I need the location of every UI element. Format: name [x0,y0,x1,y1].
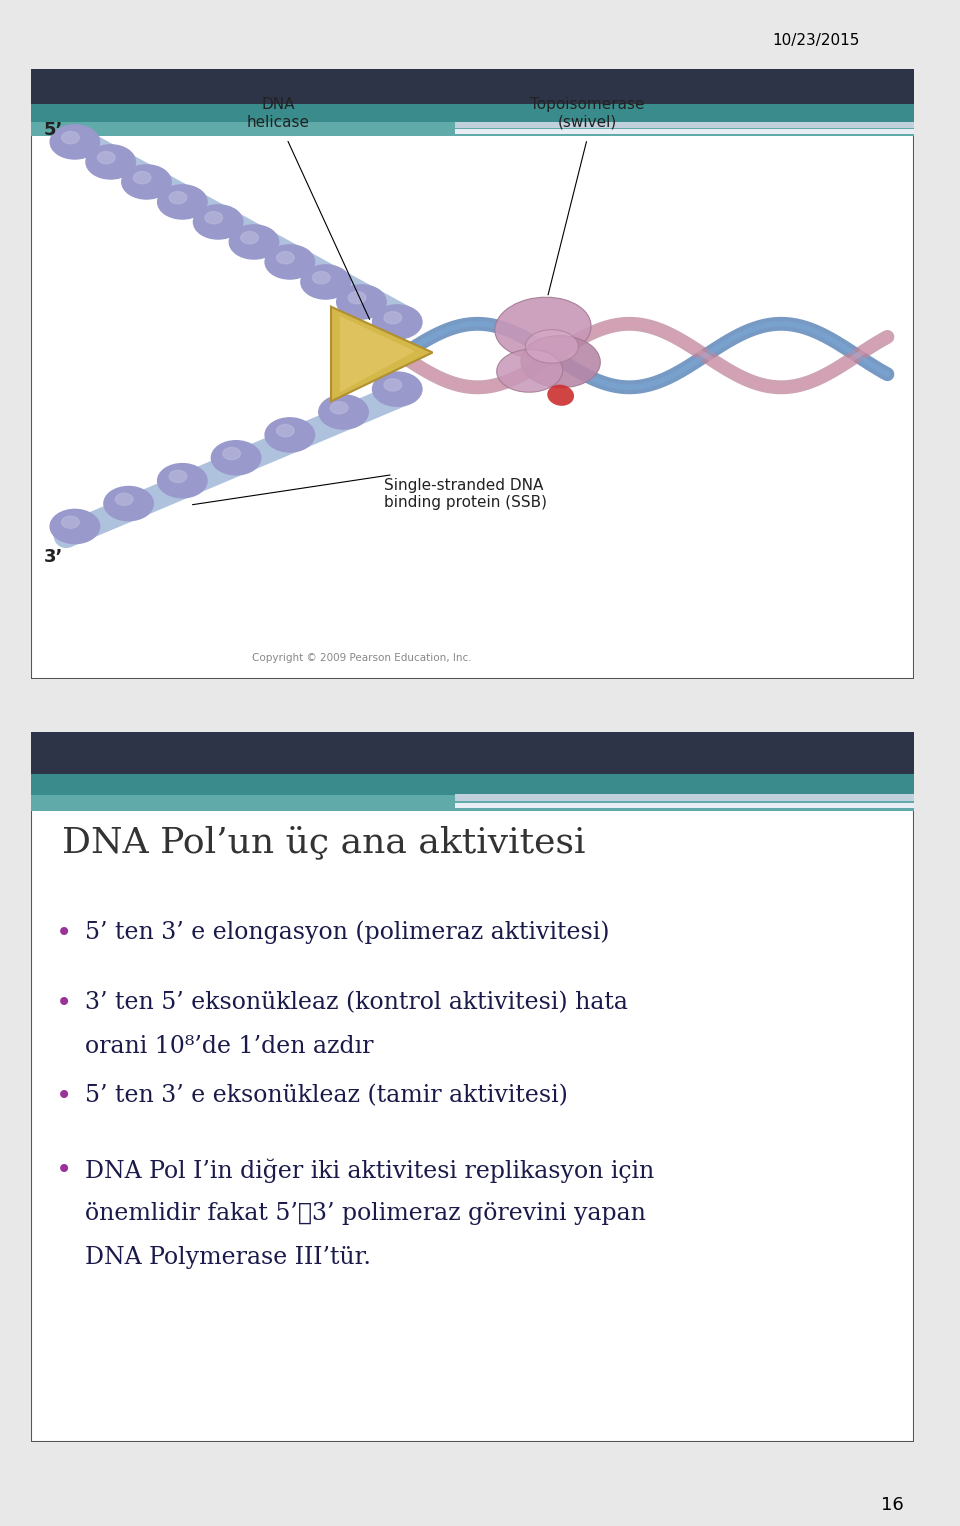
Circle shape [115,493,133,505]
Text: 10/23/2015: 10/23/2015 [772,32,859,47]
Circle shape [348,291,366,304]
Circle shape [133,171,151,183]
FancyBboxPatch shape [31,795,914,810]
Ellipse shape [521,336,600,388]
Circle shape [223,447,241,459]
FancyBboxPatch shape [31,732,914,775]
Circle shape [372,305,422,339]
Circle shape [169,470,187,482]
Text: 16: 16 [881,1495,904,1514]
Text: DNA Polymerase III’tür.: DNA Polymerase III’tür. [85,1247,372,1270]
Circle shape [50,125,100,159]
FancyBboxPatch shape [455,803,914,809]
Text: DNA
helicase: DNA helicase [247,98,309,130]
Circle shape [229,224,278,259]
FancyBboxPatch shape [31,104,914,124]
Ellipse shape [496,349,563,392]
Text: •: • [56,992,72,1018]
Text: •: • [56,1083,72,1111]
Circle shape [211,441,261,475]
FancyBboxPatch shape [31,774,914,797]
Circle shape [204,212,223,224]
Text: Topoisomerase
(swivel): Topoisomerase (swivel) [530,98,644,130]
Circle shape [241,232,258,244]
FancyBboxPatch shape [31,732,914,1442]
Circle shape [265,418,315,452]
Circle shape [86,145,135,179]
FancyBboxPatch shape [455,130,914,134]
Text: Single-stranded DNA
binding protein (SSB): Single-stranded DNA binding protein (SSB… [384,478,547,510]
FancyBboxPatch shape [31,69,914,679]
Circle shape [337,285,386,319]
Ellipse shape [495,298,591,359]
Text: DNA Pol’un üç ana aktivitesi: DNA Pol’un üç ana aktivitesi [61,826,586,859]
FancyBboxPatch shape [455,794,914,801]
Circle shape [319,395,369,429]
Text: Copyright © 2009 Pearson Education, Inc.: Copyright © 2009 Pearson Education, Inc. [252,653,471,662]
Circle shape [372,372,422,406]
Circle shape [384,378,401,391]
Ellipse shape [547,385,574,406]
Text: DNA Pol I’in diğer iki aktivitesi replikasyon için: DNA Pol I’in diğer iki aktivitesi replik… [85,1158,655,1183]
Circle shape [169,192,187,204]
Circle shape [98,151,115,163]
Text: orani 10⁸’de 1’den azdır: orani 10⁸’de 1’den azdır [85,1036,374,1059]
Circle shape [193,204,243,240]
Circle shape [265,244,315,279]
Circle shape [50,510,100,543]
Circle shape [61,516,80,528]
Circle shape [157,464,207,497]
Circle shape [300,266,350,299]
Circle shape [122,165,171,198]
Text: 3’: 3’ [44,548,63,566]
Text: 5’: 5’ [44,121,63,139]
FancyBboxPatch shape [31,122,914,136]
Circle shape [384,311,401,324]
Circle shape [61,131,80,143]
Ellipse shape [525,330,578,363]
FancyBboxPatch shape [31,69,914,105]
Circle shape [157,185,207,220]
Text: 5’ ten 3’ e elongasyon (polimeraz aktivitesi): 5’ ten 3’ e elongasyon (polimeraz aktivi… [85,920,610,945]
Circle shape [276,424,294,436]
Circle shape [276,252,294,264]
Circle shape [104,487,154,520]
Text: 5’ ten 3’ e eksonükleaz (tamir aktivitesi): 5’ ten 3’ e eksonükleaz (tamir aktivites… [85,1083,568,1106]
Polygon shape [331,307,433,401]
Text: önemlidir fakat 5’➒3’ polimeraz görevini yapan: önemlidir fakat 5’➒3’ polimeraz görevini… [85,1202,646,1225]
FancyBboxPatch shape [455,122,914,128]
Text: 3’ ten 5’ eksonükleaz (kontrol aktivitesi) hata: 3’ ten 5’ eksonükleaz (kontrol aktivites… [85,992,629,1015]
Polygon shape [340,316,415,392]
Circle shape [330,401,348,414]
Text: •: • [56,920,72,948]
Text: •: • [56,1158,72,1186]
Circle shape [312,272,330,284]
